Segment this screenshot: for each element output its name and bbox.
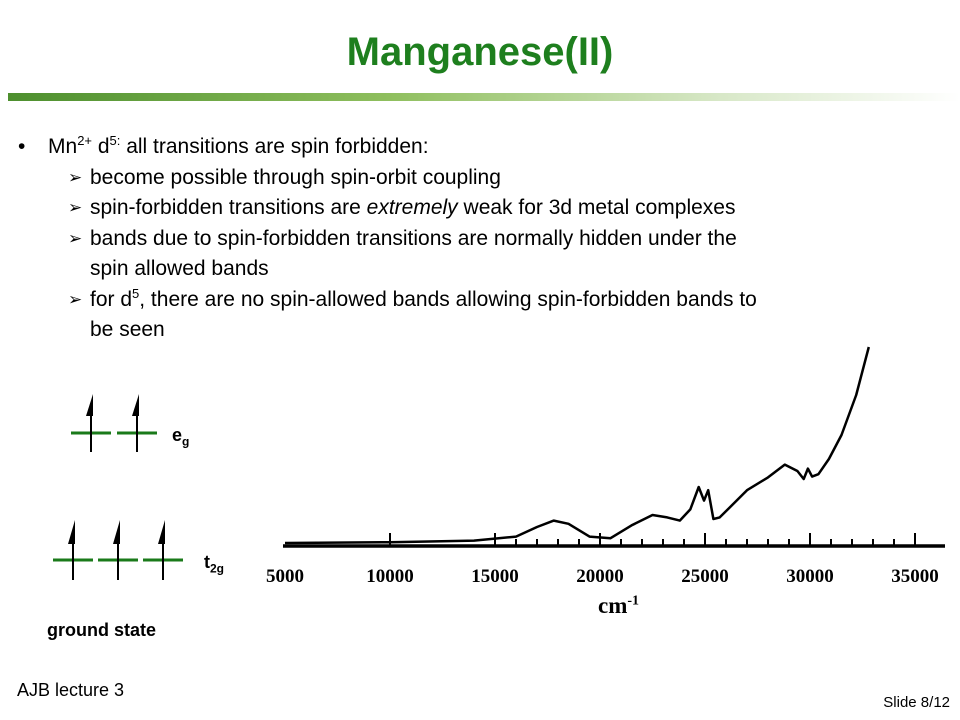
footer-lecture: AJB lecture 3 bbox=[17, 680, 125, 700]
t2g-label-sub: 2g bbox=[210, 561, 225, 576]
arrow-bullet-icon: ➢ bbox=[68, 289, 83, 309]
spin-up-electron bbox=[113, 520, 120, 580]
sub-bullet-text: , there are no spin-allowed bands allowi… bbox=[139, 287, 757, 311]
x-tick-label: 25000 bbox=[681, 566, 729, 587]
eg-label-main: e bbox=[172, 425, 183, 445]
bullet-d: d bbox=[92, 135, 110, 158]
major-ticks bbox=[389, 533, 916, 546]
minor-ticks bbox=[515, 539, 916, 546]
bullet-prefix: Mn bbox=[48, 135, 78, 158]
eg-label-sub: g bbox=[182, 434, 190, 449]
spin-up-electron bbox=[132, 394, 139, 452]
bullet-list: • Mn2+ d5: all transitions are spin forb… bbox=[18, 132, 953, 346]
sub-bullet-text: spin-forbidden transitions are bbox=[90, 196, 367, 219]
x-tick-label: 15000 bbox=[471, 566, 519, 587]
x-axis-unit: cm bbox=[598, 593, 628, 618]
sub-bullet: ➢ spin-forbidden transitions are extreme… bbox=[18, 193, 953, 224]
title-divider bbox=[8, 93, 960, 101]
x-axis-unit-exponent: -1 bbox=[627, 593, 640, 609]
eg-label: eg bbox=[172, 425, 189, 449]
main-bullet: • Mn2+ d5: all transitions are spin forb… bbox=[18, 132, 953, 163]
slide-title: Manganese(II) bbox=[346, 30, 614, 74]
x-tick-label: 20000 bbox=[576, 566, 624, 587]
bullet-dot: • bbox=[18, 135, 26, 158]
electron-arrows bbox=[68, 394, 165, 580]
x-tick-label: 5000 bbox=[266, 566, 304, 587]
x-tick-label: 35000 bbox=[891, 566, 939, 587]
emphasis-text: extremely bbox=[366, 196, 458, 219]
sub-bullet-text: spin allowed bands bbox=[90, 257, 269, 280]
charge-superscript: 2+ bbox=[77, 133, 93, 148]
arrow-bullet-icon: ➢ bbox=[68, 167, 83, 187]
orbital-diagram bbox=[53, 394, 183, 580]
electron-superscript: 5 bbox=[132, 285, 140, 301]
bullet-main-text: all transitions are spin forbidden: bbox=[120, 135, 429, 158]
sub-bullet-text: for d bbox=[90, 287, 133, 311]
spectrum-line bbox=[284, 346, 871, 545]
slide-number: Slide 8/12 bbox=[883, 694, 950, 711]
sub-bullet: ➢ for d5, there are no spin-allowed band… bbox=[18, 285, 953, 346]
x-tick-label: 10000 bbox=[366, 566, 414, 587]
x-tick-label: 30000 bbox=[786, 566, 834, 587]
sub-bullet: ➢ bands due to spin-forbidden transition… bbox=[18, 224, 953, 285]
sub-bullet: ➢ become possible through spin-orbit cou… bbox=[18, 163, 953, 194]
x-axis-label: cm-1 bbox=[598, 593, 639, 619]
spin-up-electron bbox=[158, 520, 165, 580]
spin-up-electron bbox=[86, 394, 93, 452]
sub-bullet-text: become possible through spin-orbit coupl… bbox=[90, 165, 501, 189]
t2g-label-main: t bbox=[204, 552, 210, 572]
sub-bullet-text: bands due to spin-forbidden transitions … bbox=[90, 226, 737, 250]
sub-bullet-text: weak for 3d metal complexes bbox=[457, 196, 736, 219]
t2g-label: t2g bbox=[204, 552, 224, 576]
sub-bullet-text: be seen bbox=[90, 318, 165, 341]
electron-superscript: 5: bbox=[109, 133, 121, 148]
spin-up-electron bbox=[68, 520, 75, 580]
arrow-bullet-icon: ➢ bbox=[68, 198, 83, 217]
ground-state-label: ground state bbox=[47, 620, 157, 640]
arrow-bullet-icon: ➢ bbox=[68, 228, 83, 248]
